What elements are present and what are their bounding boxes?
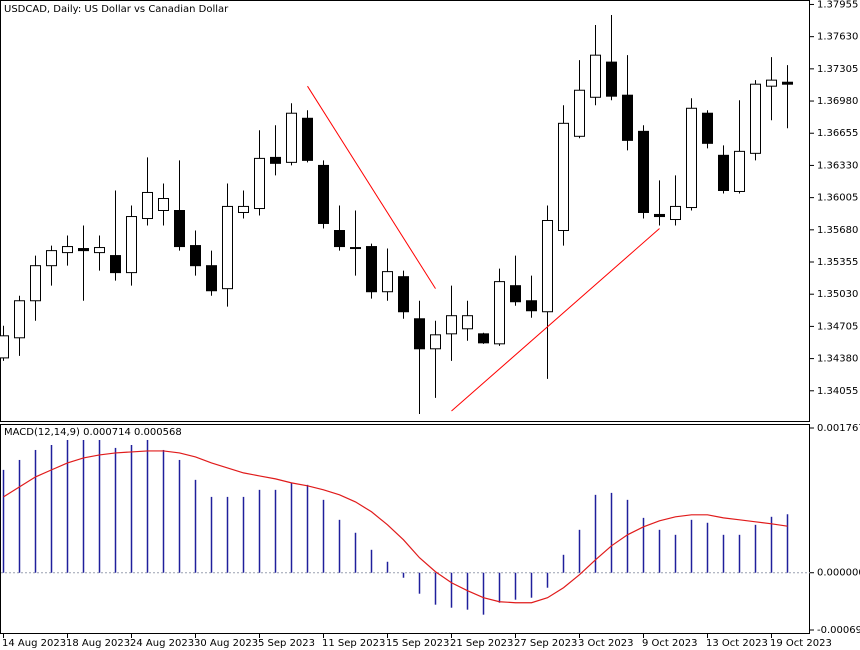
candle-body (734, 150, 745, 192)
y-tick-label: 1.37305 (817, 64, 858, 75)
y-tick-label: 0.001767 (817, 423, 860, 434)
candle-body (766, 79, 777, 87)
candle-body (222, 205, 233, 290)
candle-body (94, 247, 105, 254)
candle-body (110, 255, 121, 274)
candle-body (190, 245, 201, 267)
candle-body (366, 246, 377, 293)
macd-panel-frame (0, 424, 810, 634)
candle-body (142, 191, 153, 220)
candle-body (238, 205, 249, 213)
x-tick-label: 5 Sep 2023 (258, 638, 315, 649)
candle-body (750, 83, 761, 154)
y-tick-label: 1.35355 (817, 257, 858, 268)
x-tick-label: 11 Sep 2023 (322, 638, 385, 649)
candle-body (622, 94, 633, 141)
candle-body (638, 130, 649, 213)
x-tick-label: 3 Oct 2023 (578, 638, 633, 649)
candle-body (0, 335, 9, 359)
price-panel-frame (0, 0, 810, 422)
candle-body (574, 89, 585, 137)
y-tick-label: 0.000000 (817, 568, 860, 579)
candle-body (206, 265, 217, 292)
y-tick-label: 1.37955 (817, 0, 858, 10)
y-tick-label: 1.35680 (817, 225, 858, 236)
candle-body (414, 318, 425, 350)
x-tick-label: 24 Aug 2023 (130, 638, 194, 649)
candle-body (462, 315, 473, 330)
candle-body (270, 156, 281, 164)
candle-body (302, 117, 313, 161)
candle-body (14, 300, 25, 339)
y-tick-label: 1.35030 (817, 289, 858, 300)
candle-body (382, 271, 393, 293)
candle-body (158, 198, 169, 212)
candle-body (526, 300, 537, 312)
x-tick-label: 27 Sep 2023 (514, 638, 577, 649)
candle-body (318, 164, 329, 224)
candle-body (30, 265, 41, 302)
candle-body (606, 61, 617, 97)
y-tick-label: 1.34055 (817, 386, 858, 397)
y-tick-label: 1.36655 (817, 128, 858, 139)
y-tick-label: 1.37630 (817, 32, 858, 43)
candle-body (542, 220, 553, 313)
indicator-label: MACD(12,14,9) 0.000714 0.000568 (4, 427, 182, 438)
candle-body (686, 107, 697, 209)
candle-body (654, 213, 665, 218)
candle-body (590, 54, 601, 98)
candle-body (510, 285, 521, 303)
y-tick-label: 1.36330 (817, 160, 858, 171)
signal-line (3, 450, 788, 604)
candle-body (62, 246, 73, 254)
candle-body (494, 281, 505, 345)
candle-body (430, 334, 441, 350)
x-tick-label: 21 Sep 2023 (450, 638, 513, 649)
candle-body (670, 205, 681, 221)
candle-body (478, 333, 489, 344)
candle-body (334, 230, 345, 248)
y-tick-label: 1.34705 (817, 321, 858, 332)
trend-line (307, 85, 436, 289)
x-tick-label: 19 Oct 2023 (770, 638, 832, 649)
y-tick-label: -0.000699 (817, 625, 860, 636)
chart-title: USDCAD, Daily: US Dollar vs Canadian Dol… (4, 4, 229, 15)
x-tick-label: 30 Aug 2023 (194, 638, 258, 649)
candle-body (702, 112, 713, 144)
candle-body (286, 112, 297, 163)
candle-body (398, 276, 409, 313)
candle-body (46, 250, 57, 267)
candle-body (78, 248, 89, 252)
candle-body (254, 157, 265, 210)
trend-line (451, 228, 660, 412)
x-tick-label: 9 Oct 2023 (642, 638, 697, 649)
y-tick-label: 1.36005 (817, 193, 858, 204)
candle-body (350, 247, 361, 250)
candle-body (718, 154, 729, 191)
candle-body (446, 315, 457, 335)
candle-body (174, 210, 185, 248)
y-tick-label: 1.34380 (817, 354, 858, 365)
x-tick-label: 14 Aug 2023 (2, 638, 66, 649)
y-tick-label: 1.36980 (817, 96, 858, 107)
candle-body (558, 122, 569, 232)
x-tick-label: 15 Sep 2023 (386, 638, 449, 649)
candle-body (782, 81, 793, 85)
candle-body (126, 216, 137, 274)
x-tick-label: 13 Oct 2023 (706, 638, 768, 649)
x-tick-label: 18 Aug 2023 (66, 638, 130, 649)
